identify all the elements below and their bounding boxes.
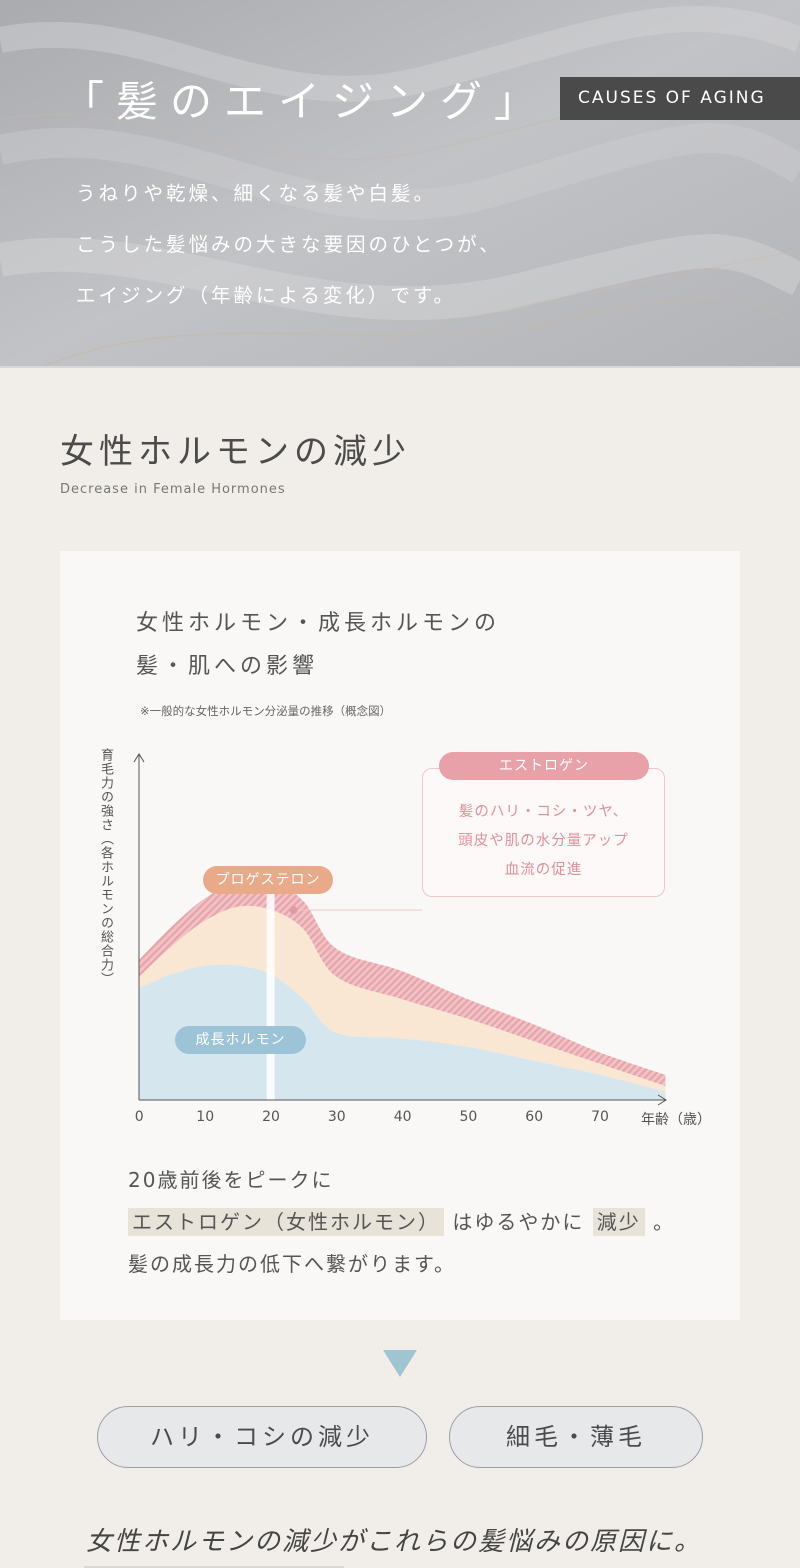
x-tick-label: 20: [262, 1109, 280, 1125]
estrogen-effect-line: 血流の促進: [504, 862, 583, 878]
estrogen-label: エストロゲン: [439, 752, 649, 780]
thinning-hair-pill: 細毛・薄毛: [449, 1406, 703, 1468]
x-tick-label: 40: [393, 1109, 412, 1125]
hero-title: 「髪のエイジング」: [62, 77, 549, 126]
divider: [0, 366, 800, 368]
card-heading-line: 髪・肌への影響: [136, 654, 319, 679]
description-line: 髪の成長力の低下へ繋がります。: [128, 1252, 456, 1276]
hero-line: うねりや乾燥、細くなる髪や白髪。: [76, 182, 437, 205]
description-line: 20歳前後をピークに: [128, 1168, 334, 1192]
growth-hormone-label: 成長ホルモン: [175, 1026, 306, 1054]
hero-line: こうした髪悩みの大きな要因のひとつが、: [76, 233, 502, 256]
hero-intro-text: うねりや乾燥、細くなる髪や白髪。 こうした髪悩みの大きな要因のひとつが、 エイジ…: [76, 172, 502, 325]
y-axis-label: 育毛力の強さ（各ホルモンの総合力）: [98, 748, 113, 986]
x-tick-label: 50: [459, 1109, 478, 1125]
chart-note: ※一般的な女性ホルモン分泌量の推移（概念図）: [140, 704, 392, 718]
decrease-highlight: 減少: [592, 1208, 645, 1236]
estrogen-effects: 髪のハリ・コシ・ツヤ、 頭皮や肌の水分量アップ 血流の促進: [422, 798, 665, 885]
estrogen-effect-line: 髪のハリ・コシ・ツヤ、: [458, 804, 629, 820]
x-tick-label: 60: [525, 1109, 544, 1125]
hero-line: エイジング（年齢による変化）です。: [76, 284, 456, 307]
x-tick-label: 70: [591, 1109, 609, 1125]
estrogen-callout-dot: [289, 906, 298, 915]
hero-banner: 「髪のエイジング」 CAUSES OF AGING うねりや乾燥、細くなる髪や白…: [0, 0, 800, 368]
chart-description: 20歳前後をピークに エストロゲン（女性ホルモン） はゆるやかに 減少 。 髪の…: [128, 1162, 675, 1288]
card-heading-line: 女性ホルモン・成長ホルモンの: [136, 611, 501, 636]
description-text: 。: [653, 1210, 676, 1234]
estrogen-area: [139, 879, 666, 1086]
wave-texture-background: [0, 0, 800, 368]
x-axis-label: 年齢（歳）: [641, 1112, 711, 1128]
estrogen-highlight: エストロゲン（女性ホルモン）: [128, 1208, 444, 1236]
firmness-decrease-pill: ハリ・コシの減少: [97, 1406, 427, 1468]
x-tick-label: 10: [196, 1109, 215, 1125]
description-text: はゆるやかに: [452, 1210, 585, 1234]
peak-age-marker: [266, 875, 275, 1100]
description-line: エストロゲン（女性ホルモン） はゆるやかに 減少 。: [128, 1204, 675, 1246]
hormone-area-chart: [133, 753, 667, 1106]
x-axis-arrowhead: [657, 1094, 667, 1106]
progesterone-label: プロゲステロン: [203, 866, 333, 894]
section-title: 女性ホルモンの減少: [60, 432, 411, 472]
causes-of-aging-badge: CAUSES OF AGING: [560, 77, 800, 120]
card-heading: 女性ホルモン・成長ホルモンの 髪・肌への影響: [136, 602, 500, 688]
x-tick-label: 30: [327, 1109, 346, 1125]
closing-underline: [84, 1566, 344, 1568]
down-arrow-icon: [383, 1350, 417, 1377]
x-tick-label: 0: [134, 1109, 144, 1125]
section-subtitle: Decrease in Female Hormones: [60, 482, 286, 497]
estrogen-effect-line: 頭皮や肌の水分量アップ: [458, 833, 629, 849]
closing-statement: 女性ホルモンの減少がこれらの髪悩みの原因に。: [86, 1527, 703, 1557]
y-axis-arrowhead: [133, 753, 145, 763]
